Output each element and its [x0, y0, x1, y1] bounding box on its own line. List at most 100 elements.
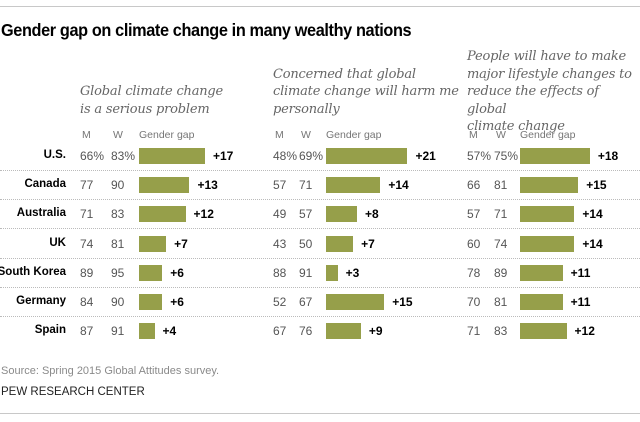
panel-title-line: climate change will harm me	[273, 84, 459, 99]
women-value: 90	[111, 178, 125, 193]
gender-gap-bar	[520, 235, 575, 252]
panel-title: Global climate change is a serious proble…	[80, 83, 223, 118]
gender-gap-label: +14	[388, 178, 409, 193]
women-value: 71	[494, 207, 508, 222]
column-label-gap: Gender gap	[139, 129, 195, 141]
country-label: Canada	[24, 178, 66, 191]
women-value: 90	[111, 295, 125, 309]
gender-gap-label: +14	[582, 236, 603, 251]
country-label: Spain	[34, 324, 66, 337]
gender-gap-label: +4	[162, 324, 177, 339]
gender-gap-label: +9	[368, 324, 383, 339]
men-value: 57	[467, 207, 481, 222]
credit-line: PEW RESEARCH CENTER	[1, 386, 145, 398]
men-value: 52	[273, 295, 287, 309]
column-label-men: M	[275, 129, 284, 141]
gender-gap-label: +7	[174, 236, 188, 251]
women-value: 50	[299, 236, 313, 251]
gender-gap-label: +3	[345, 265, 360, 280]
women-value: 57	[299, 207, 313, 222]
chart-title: Gender gap on climate change in many wea…	[1, 20, 412, 40]
women-value: 91	[299, 265, 313, 280]
women-value: 71	[299, 178, 313, 193]
country-label: Australia	[16, 207, 66, 220]
gender-gap-label: +14	[582, 207, 603, 222]
row-separator	[0, 199, 640, 200]
men-value: 74	[80, 236, 94, 251]
panel-title-line: Global climate change	[80, 84, 224, 99]
column-label-gap: Gender gap	[326, 129, 382, 141]
men-value: 43	[273, 236, 287, 251]
gender-gap-bar	[139, 206, 186, 223]
men-value: 87	[80, 324, 94, 339]
gender-gap-label: +7	[361, 236, 375, 251]
gender-gap-label: +12	[574, 324, 595, 339]
row-separator	[0, 258, 640, 259]
column-label-women: W	[113, 129, 123, 141]
row-separator	[0, 170, 640, 171]
men-value: 66	[467, 178, 481, 193]
gender-gap-bar	[326, 264, 338, 281]
panel-title-line: major lifestyle changes to	[467, 66, 632, 82]
men-value: 78	[467, 265, 481, 280]
men-value: 57%	[467, 149, 492, 163]
gender-gap-bar	[326, 235, 354, 252]
country-label: UK	[49, 236, 66, 249]
gender-gap-bar	[326, 148, 408, 164]
panel-title: Concerned that global climate change will…	[273, 66, 459, 119]
gender-gap-bar	[326, 206, 358, 223]
gender-gap-label: +12	[193, 207, 214, 222]
panel-title: People will have to make major lifestyle …	[467, 48, 640, 136]
women-value: 81	[494, 295, 508, 309]
gender-gap-bar	[520, 323, 567, 340]
gender-gap-bar	[139, 264, 163, 281]
gender-gap-label: +8	[365, 207, 379, 222]
women-value: 83	[494, 324, 508, 339]
column-label-men: M	[82, 129, 91, 141]
gender-gap-bar	[326, 294, 385, 310]
gender-gap-label: +21	[415, 149, 436, 163]
source-note: Source: Spring 2015 Global Attitudes sur…	[1, 365, 220, 377]
gender-gap-bar	[139, 235, 167, 252]
men-value: 57	[273, 178, 287, 193]
men-value: 89	[80, 265, 94, 280]
men-value: 70	[467, 295, 481, 309]
row-separator	[0, 228, 640, 229]
row-separator	[0, 316, 640, 317]
men-value: 49	[273, 207, 287, 222]
row-separator	[0, 287, 640, 288]
country-label: South Korea	[0, 265, 66, 278]
column-label-women: W	[301, 129, 311, 141]
column-label-women: W	[496, 129, 506, 141]
gender-gap-bar	[139, 148, 205, 164]
gender-gap-bar	[520, 177, 579, 194]
gender-gap-bar	[326, 177, 381, 194]
men-value: 66%	[80, 149, 105, 163]
gender-gap-label: +17	[212, 149, 234, 163]
men-value: 88	[273, 265, 287, 280]
men-value: 77	[80, 178, 94, 193]
women-value: 81	[111, 236, 125, 251]
men-value: 84	[80, 295, 94, 309]
women-value: 91	[111, 324, 125, 339]
gender-gap-label: +18	[597, 149, 619, 163]
gender-gap-bar	[520, 206, 575, 223]
women-value: 95	[111, 265, 125, 280]
women-value: 67	[299, 295, 313, 309]
women-value: 83	[111, 207, 125, 222]
panel-title-line: People will have to make	[467, 49, 627, 64]
women-value: 81	[494, 178, 508, 193]
women-value: 76	[299, 324, 313, 339]
country-label: U.S.	[43, 149, 66, 161]
gender-gap-label: +15	[392, 295, 413, 309]
gender-gap-bar	[326, 323, 361, 340]
panel-title-line: personally	[273, 101, 340, 117]
women-value: 74	[494, 236, 508, 251]
men-value: 48%	[273, 149, 298, 163]
panel-title-line: reduce the effects of global	[467, 84, 599, 117]
men-value: 67	[273, 324, 287, 339]
women-value: 89	[494, 265, 508, 280]
women-value: 75%	[494, 149, 519, 163]
column-label-men: M	[469, 129, 478, 141]
gender-gap-bar	[520, 294, 563, 310]
